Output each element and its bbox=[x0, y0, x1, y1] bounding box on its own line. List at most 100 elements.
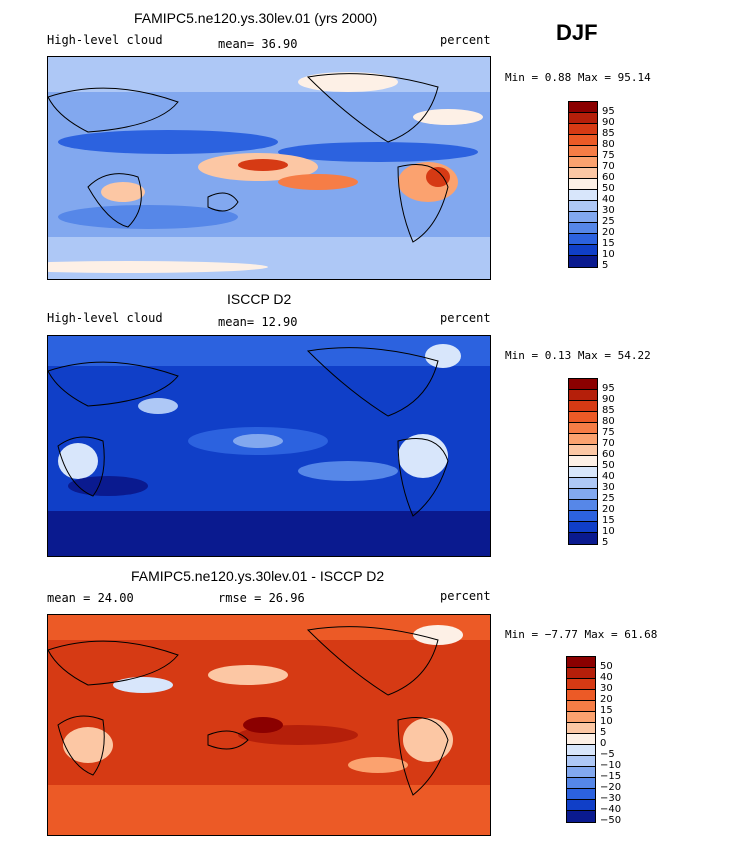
panel3-title: FAMIPC5.ne120.ys.30lev.01 - ISCCP D2 bbox=[131, 568, 385, 584]
colorbar-tick-label: −40 bbox=[600, 804, 622, 815]
colorbar-swatch bbox=[569, 423, 597, 434]
colorbar-tick-label: 15 bbox=[602, 515, 615, 526]
colorbar-swatch bbox=[567, 811, 595, 822]
colorbar-swatch bbox=[569, 478, 597, 489]
panel2-mean-label: mean= 12.90 bbox=[218, 315, 298, 329]
panel3-units-label: percent bbox=[440, 589, 491, 603]
colorbar-swatch bbox=[569, 157, 597, 168]
colorbar-swatch bbox=[567, 778, 595, 789]
colorbar-tick-label: 20 bbox=[600, 694, 613, 705]
panel1-variable-label: High-level cloud bbox=[47, 33, 163, 47]
colorbar-tick-label: 80 bbox=[602, 139, 615, 150]
colorbar-tick-label: 30 bbox=[602, 205, 615, 216]
colorbar-tick-label: 50 bbox=[602, 183, 615, 194]
colorbar-tick-label: 0 bbox=[600, 738, 607, 749]
colorbar-swatch bbox=[567, 800, 595, 811]
colorbar-swatch bbox=[569, 511, 597, 522]
colorbar-swatch bbox=[569, 489, 597, 500]
colorbar-swatch bbox=[569, 245, 597, 256]
colorbar-swatch bbox=[567, 789, 595, 800]
colorbar-tick-label: 10 bbox=[600, 716, 613, 727]
colorbar-swatch bbox=[569, 445, 597, 456]
panel3-colorbar bbox=[566, 656, 596, 823]
colorbar-swatch bbox=[569, 146, 597, 157]
colorbar-swatch bbox=[569, 102, 597, 113]
colorbar-tick-label: 60 bbox=[602, 449, 615, 460]
colorbar-tick-label: 15 bbox=[600, 705, 613, 716]
panel2-units-label: percent bbox=[440, 311, 491, 325]
colorbar-tick-label: 30 bbox=[602, 482, 615, 493]
colorbar-swatch bbox=[569, 201, 597, 212]
panel3-rmse-label: rmse = 26.96 bbox=[218, 591, 305, 605]
panel3-map bbox=[47, 614, 491, 836]
colorbar-swatch bbox=[567, 668, 595, 679]
colorbar-tick-label: 5 bbox=[602, 537, 609, 548]
colorbar-swatch bbox=[567, 745, 595, 756]
colorbar-swatch bbox=[569, 533, 597, 544]
colorbar-swatch bbox=[569, 456, 597, 467]
colorbar-tick-label: −30 bbox=[600, 793, 622, 804]
colorbar-tick-label: 80 bbox=[602, 416, 615, 427]
colorbar-swatch bbox=[569, 522, 597, 533]
colorbar-swatch bbox=[569, 190, 597, 201]
panel1-title: FAMIPC5.ne120.ys.30lev.01 (yrs 2000) bbox=[134, 10, 378, 26]
colorbar-swatch bbox=[569, 113, 597, 124]
panel3-minmax: Min = −7.77 Max = 61.68 bbox=[505, 628, 658, 641]
colorbar-swatch bbox=[569, 168, 597, 179]
colorbar-tick-label: 40 bbox=[600, 672, 613, 683]
colorbar-tick-label: 25 bbox=[602, 493, 615, 504]
colorbar-tick-label: −15 bbox=[600, 771, 622, 782]
colorbar-swatch bbox=[569, 212, 597, 223]
colorbar-tick-label: 60 bbox=[602, 172, 615, 183]
colorbar-tick-label: 40 bbox=[602, 471, 615, 482]
colorbar-tick-label: 75 bbox=[602, 150, 615, 161]
colorbar-tick-label: −20 bbox=[600, 782, 622, 793]
colorbar-swatch bbox=[569, 379, 597, 390]
colorbar-tick-label: 75 bbox=[602, 427, 615, 438]
colorbar-swatch bbox=[567, 756, 595, 767]
colorbar-swatch bbox=[567, 723, 595, 734]
colorbar-tick-label: 5 bbox=[600, 727, 607, 738]
colorbar-swatch bbox=[567, 701, 595, 712]
colorbar-tick-label: 95 bbox=[602, 383, 615, 394]
colorbar-tick-label: 50 bbox=[602, 460, 615, 471]
colorbar-swatch bbox=[569, 124, 597, 135]
colorbar-tick-label: −5 bbox=[600, 749, 615, 760]
colorbar-tick-label: 70 bbox=[602, 438, 615, 449]
colorbar-swatch bbox=[569, 223, 597, 234]
colorbar-tick-label: 50 bbox=[600, 661, 613, 672]
colorbar-tick-label: 85 bbox=[602, 405, 615, 416]
panel1-map bbox=[47, 56, 491, 280]
panel1-mean-label: mean= 36.90 bbox=[218, 37, 298, 51]
panel1-units-label: percent bbox=[440, 33, 491, 47]
colorbar-tick-label: 25 bbox=[602, 216, 615, 227]
colorbar-swatch bbox=[567, 734, 595, 745]
colorbar-swatch bbox=[569, 135, 597, 146]
colorbar-tick-label: 30 bbox=[600, 683, 613, 694]
colorbar-swatch bbox=[569, 467, 597, 478]
colorbar-tick-label: −10 bbox=[600, 760, 622, 771]
colorbar-swatch bbox=[569, 256, 597, 267]
colorbar-tick-label: 20 bbox=[602, 227, 615, 238]
panel1-colorbar bbox=[568, 101, 598, 268]
panel2-title: ISCCP D2 bbox=[227, 291, 292, 307]
colorbar-swatch bbox=[567, 767, 595, 778]
colorbar-tick-label: 90 bbox=[602, 117, 615, 128]
colorbar-tick-label: 5 bbox=[602, 260, 609, 271]
colorbar-swatch bbox=[567, 712, 595, 723]
colorbar-swatch bbox=[569, 412, 597, 423]
colorbar-swatch bbox=[569, 434, 597, 445]
colorbar-tick-label: 85 bbox=[602, 128, 615, 139]
colorbar-tick-label: 20 bbox=[602, 504, 615, 515]
colorbar-tick-label: 10 bbox=[602, 249, 615, 260]
colorbar-swatch bbox=[567, 690, 595, 701]
colorbar-tick-label: −50 bbox=[600, 815, 622, 826]
colorbar-tick-label: 10 bbox=[602, 526, 615, 537]
season-label: DJF bbox=[556, 20, 598, 45]
panel2-minmax: Min = 0.13 Max = 54.22 bbox=[505, 349, 651, 362]
colorbar-tick-label: 15 bbox=[602, 238, 615, 249]
colorbar-tick-label: 70 bbox=[602, 161, 615, 172]
panel2-map bbox=[47, 335, 491, 557]
panel2-variable-label: High-level cloud bbox=[47, 311, 163, 325]
panel1-minmax: Min = 0.88 Max = 95.14 bbox=[505, 71, 651, 84]
